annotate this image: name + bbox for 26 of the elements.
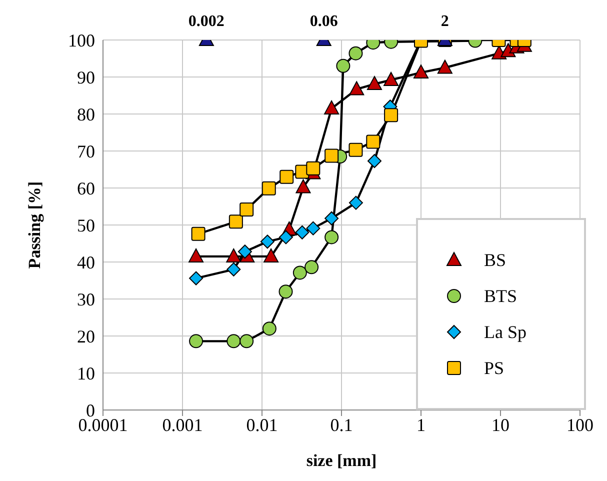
annotation: 2: [440, 13, 449, 30]
x-tick-label: 1: [416, 414, 426, 435]
x-axis-title: size [mm]: [306, 451, 377, 470]
legend-label: PS: [484, 358, 504, 378]
y-tick-label: 30: [77, 289, 95, 310]
y-tick-label: 80: [77, 104, 95, 124]
y-tick-label: 100: [68, 30, 95, 50]
y-tick-label: 40: [77, 252, 95, 272]
y-tick-label: 70: [77, 141, 95, 162]
legend-label: La Sp: [484, 322, 526, 342]
x-tick-label: 0.001: [162, 414, 203, 435]
y-tick-label: 50: [77, 215, 95, 236]
x-tick-label: 100: [566, 414, 594, 435]
legend-label: BTS: [484, 286, 518, 306]
y-axis-title: Passing [%]: [25, 181, 44, 269]
x-tick-label: 10: [492, 414, 510, 435]
x-tick-label: 0.1: [330, 414, 353, 435]
annotation: 0.06: [310, 13, 338, 30]
y-tick-label: 20: [77, 326, 95, 346]
y-tick-label: 90: [77, 67, 95, 88]
legend-label: BS: [484, 250, 506, 270]
y-tick-label: 10: [77, 363, 95, 384]
y-tick-label: 0: [86, 400, 95, 420]
annotation: 0.002: [188, 13, 224, 30]
y-tick-label: 60: [77, 178, 95, 198]
x-tick-label: 0.01: [246, 414, 278, 435]
